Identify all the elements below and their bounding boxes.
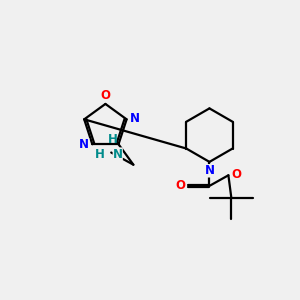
Text: H: H (107, 133, 117, 146)
Text: O: O (100, 88, 110, 102)
Text: O: O (176, 179, 186, 192)
Text: N: N (130, 112, 140, 125)
Text: N: N (204, 164, 214, 177)
Text: N: N (113, 148, 123, 160)
Text: N: N (79, 138, 89, 152)
Text: H: H (95, 148, 105, 160)
Text: O: O (231, 168, 242, 181)
